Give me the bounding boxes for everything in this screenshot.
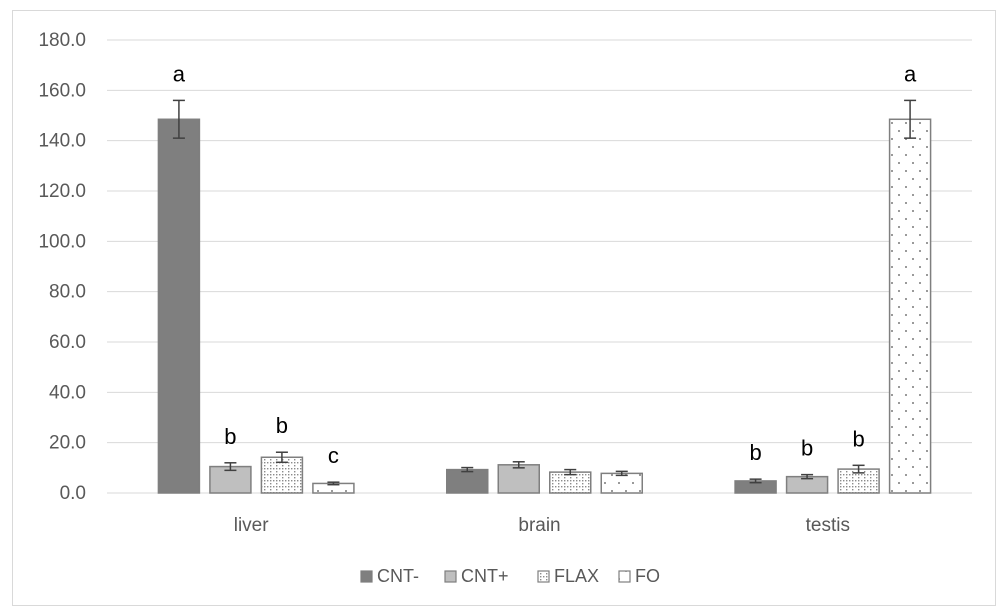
y-tick-label: 160.0 [38,80,86,101]
error-bar [275,451,288,464]
legend-item: CNT+ [444,566,509,586]
significance-label: a [173,61,186,86]
bars [157,118,932,494]
x-category-label: liver [234,515,270,536]
legend-item: CNT- [360,566,419,586]
y-tick-label: 100.0 [38,231,86,252]
error-bar [327,481,340,486]
y-axis-tick-labels: 0.0 20.0 40.0 60.0 80.0 100.0 120.0 140.0 160.0 1… [38,30,86,504]
y-tick-label: 180.0 [38,30,86,51]
legend-label: CNT- [377,566,419,586]
bar [497,464,540,494]
legend-label: FO [635,566,660,586]
significance-label: b [276,413,288,438]
bar [157,118,201,494]
error-bar [904,99,917,139]
y-tick-label: 60.0 [49,332,86,353]
error-bar [461,466,474,473]
significance-label: c [328,443,339,468]
y-tick-label: 40.0 [49,382,86,403]
bar [446,468,489,494]
legend-swatch [537,570,550,583]
significance-labels: a b b c b b b a [173,61,917,468]
significance-label: a [904,61,917,86]
bar [600,472,643,494]
significance-label: b [852,426,864,451]
legend-label: CNT+ [461,566,509,586]
error-bar [801,473,814,480]
error-bar [172,99,185,139]
y-tick-label: 0.0 [60,483,86,504]
y-tick-label: 120.0 [38,181,86,202]
y-tick-label: 80.0 [49,282,86,303]
error-bar [749,478,762,484]
significance-label: b [801,436,813,461]
error-bar [224,462,237,472]
bar [888,118,932,494]
error-bar [564,468,577,476]
gridlines [107,39,972,494]
error-bars [172,99,917,486]
y-tick-label: 20.0 [49,433,86,454]
legend-item: FLAX [537,566,599,586]
significance-label: b [224,424,236,449]
error-bar [512,461,525,469]
x-category-label: brain [518,515,560,536]
bar [260,456,304,494]
legend-swatch [360,570,373,583]
legend-swatch [618,570,631,583]
x-category-label: testis [806,515,850,536]
legend: CNT- CNT+ FLAX FO [360,566,660,586]
error-bar [615,470,628,477]
legend-swatch [444,570,457,583]
error-bar [852,464,865,474]
legend-label: FLAX [554,566,599,586]
x-axis-category-labels: liver brain testis [234,515,850,536]
legend-item: FO [618,566,660,586]
y-tick-label: 140.0 [38,131,86,152]
significance-label: b [749,440,761,465]
